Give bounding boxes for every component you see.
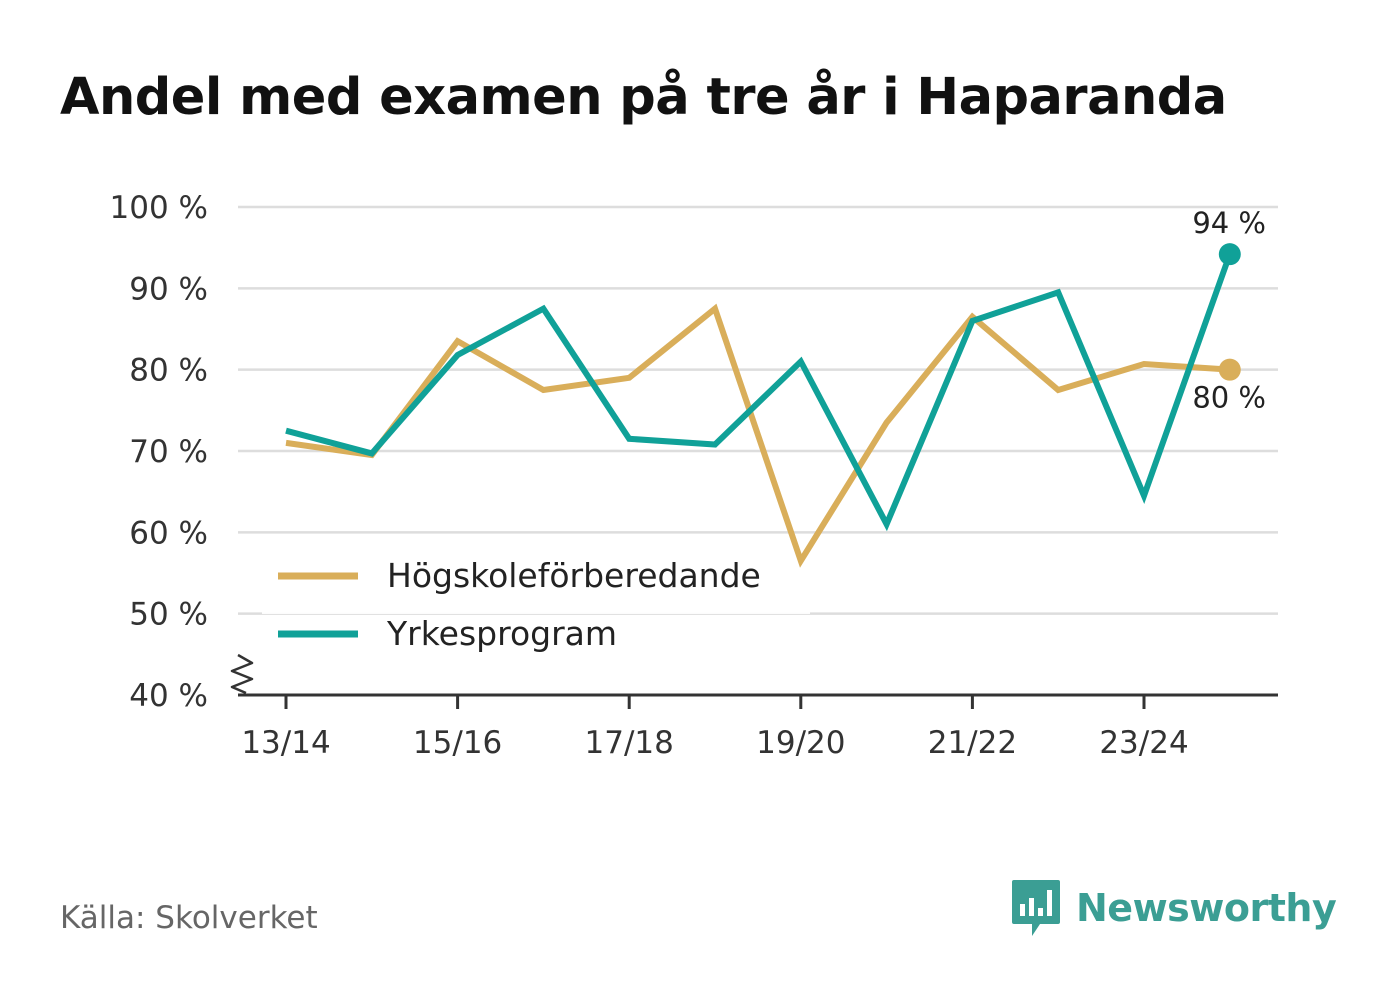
y-tick-label: 50 % <box>129 597 208 633</box>
y-tick-label: 70 % <box>129 434 208 470</box>
y-tick-label: 90 % <box>129 271 208 307</box>
end-point-yrkesprogram <box>1218 243 1241 266</box>
series-line-hogskoleforberedande <box>285 303 1230 568</box>
brand-logo[interactable]: Newsworthy <box>1010 878 1337 938</box>
end-label-hogskoleforberedande: 80 % <box>1192 381 1266 415</box>
x-tick-label: 19/20 <box>756 725 845 761</box>
series-line-yrkesprogram <box>285 253 1233 532</box>
legend-label: Yrkesprogram <box>386 614 617 653</box>
end-label-yrkesprogram: 94 % <box>1192 206 1266 240</box>
legend-label: Högskoleförberedande <box>387 556 761 595</box>
series-lines <box>262 243 1241 614</box>
y-tick-label: 80 % <box>129 353 208 389</box>
y-tick-label: 100 % <box>110 190 208 226</box>
x-tick-label: 13/14 <box>241 725 330 761</box>
legend: Högskoleförberedande Yrkesprogram <box>278 556 761 653</box>
end-labels: 80 % 94 % <box>1192 206 1266 414</box>
y-tick-label: 40 % <box>129 678 208 714</box>
axes <box>230 653 1278 697</box>
y-axis-ticks: 40 % 50 % 60 % 70 % 80 % 90 % 100 % <box>110 190 208 714</box>
x-tick-label: 21/22 <box>928 725 1017 761</box>
axis-break-icon <box>230 653 254 695</box>
chart-title: Andel med examen på tre år i Haparanda <box>60 68 1227 127</box>
newsworthy-logo-icon <box>1012 880 1060 936</box>
x-tick-label: 17/18 <box>585 725 674 761</box>
source-note: Källa: Skolverket <box>60 900 318 936</box>
x-tick-label: 15/16 <box>413 725 502 761</box>
legend-background <box>262 546 810 614</box>
end-point-hogskoleforberedande <box>1218 358 1241 381</box>
x-tick-label: 23/24 <box>1099 725 1188 761</box>
x-axis-ticks: 13/14 15/16 17/18 19/20 21/22 23/24 <box>241 695 1189 761</box>
y-tick-label: 60 % <box>129 515 208 551</box>
brand-name: Newsworthy <box>1076 886 1337 930</box>
